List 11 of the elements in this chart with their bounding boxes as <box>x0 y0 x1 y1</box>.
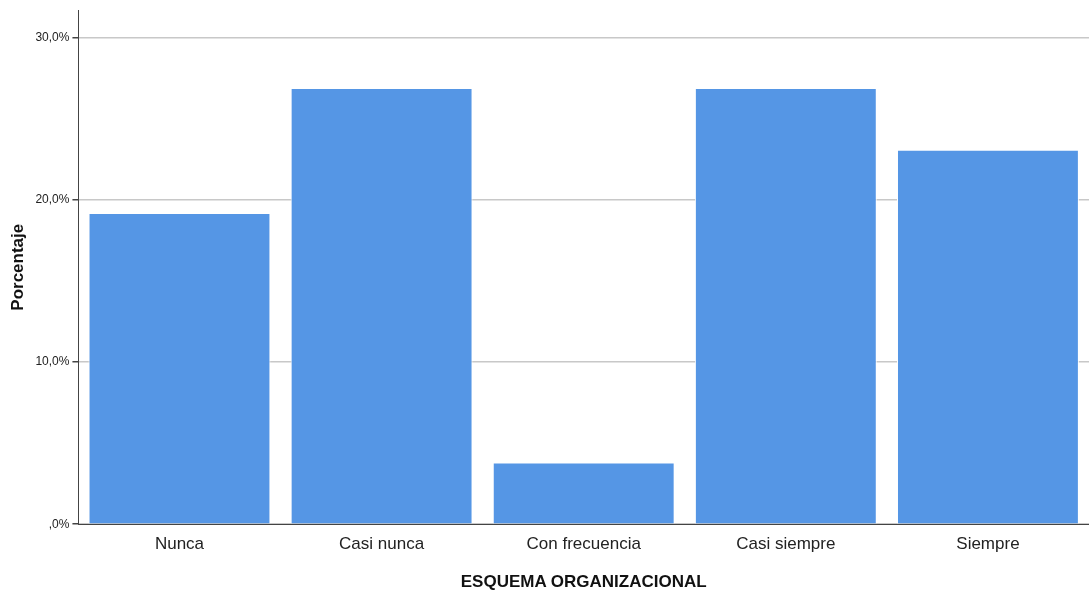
x-tick-label: Siempre <box>956 534 1020 554</box>
x-tick-label: Casi nunca <box>339 534 425 554</box>
y-tick-label: 10,0% <box>35 354 70 369</box>
x-tick-label: Nunca <box>154 534 205 554</box>
x-tick-label: Casi siempre <box>736 534 836 554</box>
x-axis-title: ESQUEMA ORGANIZACIONAL <box>460 572 707 592</box>
y-tick-label: 20,0% <box>35 192 70 207</box>
y-tick-label: 30,0% <box>35 30 70 45</box>
y-tick-label: ,0% <box>48 516 70 531</box>
y-axis-title: Porcentaje <box>7 223 27 311</box>
x-tick-label: Con frecuencia <box>526 534 642 554</box>
